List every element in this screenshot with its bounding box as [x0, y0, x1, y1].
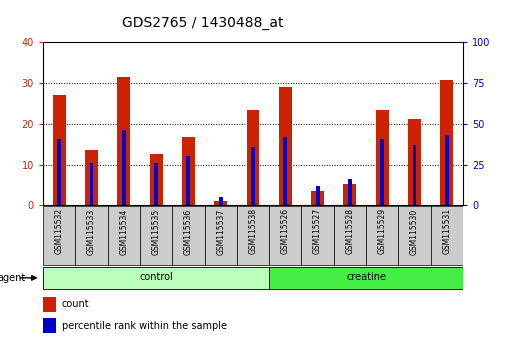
Bar — [57, 138, 61, 205]
Bar — [140, 206, 172, 265]
Bar — [311, 191, 323, 205]
Bar — [108, 206, 140, 265]
Text: GSM115534: GSM115534 — [119, 208, 128, 255]
Text: GSM115538: GSM115538 — [248, 208, 257, 255]
Bar — [246, 110, 259, 205]
Bar — [89, 163, 93, 205]
Text: GSM115532: GSM115532 — [55, 208, 64, 255]
Bar — [278, 87, 291, 205]
Bar — [154, 163, 158, 205]
Text: GSM115528: GSM115528 — [345, 208, 354, 254]
Text: GSM115533: GSM115533 — [87, 208, 96, 255]
Bar — [301, 206, 333, 265]
Bar — [182, 137, 194, 205]
Bar — [236, 206, 269, 265]
Bar — [375, 110, 388, 205]
Text: control: control — [139, 272, 173, 282]
Bar — [85, 150, 98, 205]
Bar — [315, 186, 319, 205]
Bar — [43, 267, 269, 289]
Bar — [365, 206, 397, 265]
Bar — [43, 206, 75, 265]
Bar — [439, 80, 452, 205]
Bar — [407, 119, 420, 205]
Bar — [343, 184, 356, 205]
Text: GSM115530: GSM115530 — [409, 208, 418, 255]
Bar — [122, 130, 125, 205]
Text: GDS2765 / 1430488_at: GDS2765 / 1430488_at — [122, 16, 283, 30]
Text: count: count — [62, 299, 89, 309]
Bar — [117, 77, 130, 205]
Text: GSM115529: GSM115529 — [377, 208, 386, 255]
Text: GSM115526: GSM115526 — [280, 208, 289, 255]
Bar — [53, 96, 66, 205]
Bar — [269, 206, 301, 265]
Bar — [444, 135, 448, 205]
Bar — [214, 201, 227, 205]
Bar — [333, 206, 365, 265]
Bar — [283, 137, 287, 205]
Text: percentile rank within the sample: percentile rank within the sample — [62, 321, 226, 331]
Bar — [218, 197, 222, 205]
Bar — [43, 318, 56, 333]
Bar — [149, 154, 162, 205]
Bar — [380, 138, 383, 205]
Text: creatine: creatine — [345, 272, 385, 282]
Bar — [75, 206, 108, 265]
Bar — [250, 147, 255, 205]
Text: GSM115531: GSM115531 — [441, 208, 450, 255]
Bar — [43, 297, 56, 312]
Bar — [347, 179, 351, 205]
Bar — [412, 145, 416, 205]
Bar — [186, 156, 190, 205]
Text: agent: agent — [0, 273, 26, 283]
Bar — [204, 206, 236, 265]
Bar — [397, 206, 430, 265]
Bar — [430, 206, 462, 265]
Bar — [172, 206, 204, 265]
Bar — [269, 267, 462, 289]
Text: GSM115537: GSM115537 — [216, 208, 225, 255]
Text: GSM115535: GSM115535 — [152, 208, 160, 255]
Text: GSM115527: GSM115527 — [313, 208, 322, 255]
Text: GSM115536: GSM115536 — [183, 208, 192, 255]
